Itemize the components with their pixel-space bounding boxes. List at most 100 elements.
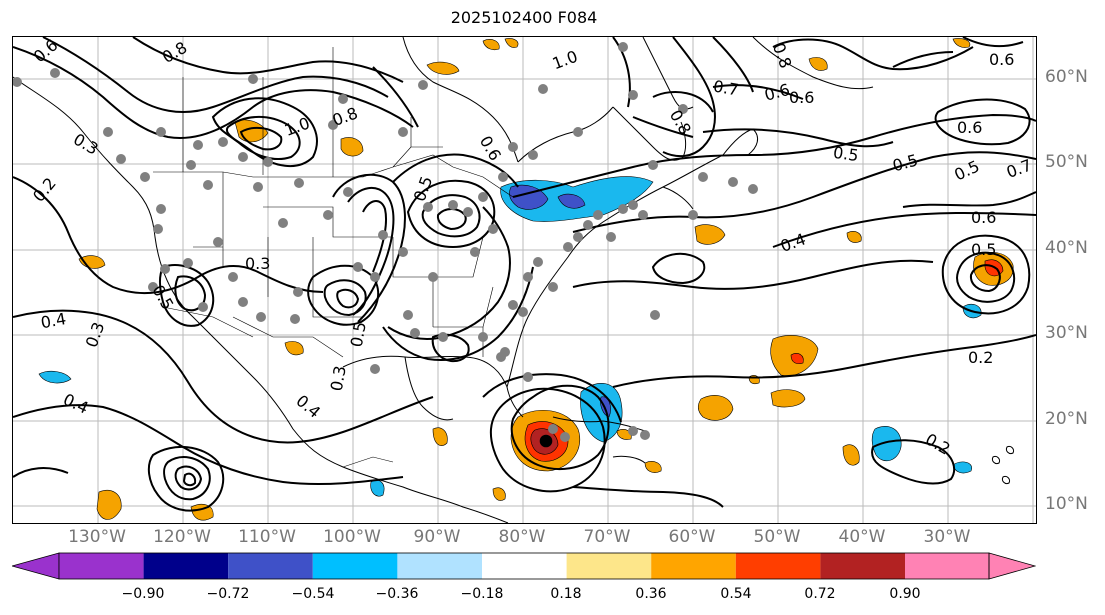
colorbar-tick: −0.72 (206, 586, 250, 602)
hurricane-eye (539, 434, 553, 448)
positive-central-america (432, 427, 448, 446)
contour-label: 1.0 (550, 47, 580, 74)
contour-label: 0.6 (989, 50, 1014, 69)
positive-pacific-5 (190, 504, 214, 521)
positive-mid-atlantic-4 (842, 444, 860, 466)
contour-label: 0.4 (39, 309, 67, 332)
colorbar-bin (820, 553, 905, 579)
contour-label: 0.2 (968, 348, 993, 367)
colorbar-bin (143, 553, 229, 579)
contour-label: 0.6 (957, 118, 982, 137)
colorbar-bin (566, 553, 652, 579)
contour-label: 0.8 (666, 106, 695, 138)
positive-canada-1 (426, 61, 460, 75)
colorbar-bin (735, 553, 821, 579)
map-panel: 0.6 0.8 1.0 0.8 0.6 0.7 0.6 0.6 0.5 0.5 … (12, 36, 1037, 524)
colorbar-tick: −0.18 (460, 586, 504, 602)
lon-label: 90°W (413, 527, 461, 547)
contour-label: 0.4 (778, 229, 808, 256)
colorbar-bin (312, 553, 398, 579)
negative-gulf (38, 370, 72, 384)
colorbar-tick: 0.18 (550, 586, 582, 602)
contour-label: 0.3 (70, 129, 102, 158)
positive-canada-5 (952, 38, 971, 48)
colorbar (12, 552, 1036, 580)
contour-label: 0.5 (410, 174, 437, 204)
positive-car-3 (644, 461, 662, 473)
contour-label: 0.6 (789, 88, 814, 107)
negative-yucatan (370, 479, 385, 497)
contour-label: 0.3 (245, 254, 270, 273)
colorbar-extend-low (12, 552, 60, 580)
shaded-anomalies (38, 38, 1014, 521)
lon-label: 120°W (153, 527, 211, 547)
positive-car-2 (492, 487, 506, 501)
positive-pacific-2 (340, 137, 364, 157)
contour-label: 0.5 (951, 156, 982, 184)
contour-label: 0.3 (82, 320, 109, 350)
contour-label: 0.7 (712, 76, 740, 99)
lon-label: 70°W (583, 527, 631, 547)
colorbar-bin (59, 553, 144, 579)
contour-label: 0.5 (971, 240, 996, 259)
contour-label: 0.4 (60, 390, 91, 418)
lon-label: 60°W (668, 527, 716, 547)
colorbar-tick: −0.90 (121, 586, 165, 602)
lon-label: 100°W (323, 527, 381, 547)
lon-label: 80°W (498, 527, 546, 547)
contour-label: 0.5 (832, 143, 860, 165)
positive-mid-atlantic-3 (770, 389, 806, 408)
lon-label: 50°W (753, 527, 801, 547)
colorbar-tick: 0.54 (720, 586, 752, 602)
positive-canada-2 (482, 39, 500, 51)
contour-label: 0.5 (347, 320, 370, 348)
lon-label: 40°W (838, 527, 886, 547)
colorbar-bin (397, 553, 482, 579)
contour-label: 0.6 (971, 208, 996, 227)
station-markers (13, 42, 758, 442)
lat-label: 20°N (1045, 409, 1088, 429)
colorbar-tick: −0.54 (291, 586, 335, 602)
colorbar-extend-high (988, 552, 1036, 580)
lon-label: 110°W (238, 527, 296, 547)
map-canvas: 0.6 0.8 1.0 0.8 0.6 0.7 0.6 0.6 0.5 0.5 … (13, 37, 1036, 523)
positive-car-4 (616, 429, 632, 440)
colorbar-bin (651, 553, 736, 579)
positive-mid-atlantic-6 (846, 231, 862, 243)
contour-label: 0.8 (330, 103, 360, 130)
colorbar-tick: 0.90 (889, 586, 921, 602)
plot-title: 2025102400 F084 (450, 8, 598, 27)
negative-core-2 (557, 193, 586, 209)
positive-mid-atlantic-5 (694, 224, 726, 245)
lon-label: 30°W (923, 527, 971, 547)
lat-label: 60°N (1045, 67, 1088, 87)
colorbar-tick: −0.36 (375, 586, 419, 602)
positive-pacific-4 (96, 489, 122, 520)
contour-label: 0.2 (29, 174, 60, 206)
contour-label: 0.3 (327, 364, 350, 392)
lat-label: 30°N (1045, 323, 1088, 343)
contour-labels: 0.6 0.8 1.0 0.8 0.6 0.7 0.6 0.6 0.5 0.5 … (29, 37, 1034, 459)
positive-canada-4 (808, 57, 828, 71)
contour-label: 0.7 (1004, 155, 1034, 182)
contour-label: 0.6 (30, 37, 62, 66)
contour-label: 0.6 (762, 80, 792, 105)
contour-lines (13, 37, 1036, 512)
lat-label: 40°N (1045, 238, 1088, 258)
positive-canada-3 (504, 38, 519, 48)
colorbar-bin (482, 553, 567, 579)
positive-mexico (284, 341, 304, 356)
negative-caribbean (580, 383, 623, 443)
negative-atlantic-1 (871, 426, 902, 462)
positive-mid-atlantic-1-core (790, 353, 804, 365)
contour-label: 0.4 (292, 391, 324, 422)
lon-label: 130°W (68, 527, 126, 547)
colorbar-bin (905, 553, 989, 579)
colorbar-tick: 0.36 (635, 586, 667, 602)
positive-mid-atlantic-2 (697, 395, 734, 421)
lat-label: 50°N (1045, 152, 1088, 172)
lat-label: 10°N (1045, 494, 1088, 514)
positive-pacific-3 (78, 255, 106, 269)
negative-atlantic-2 (952, 461, 972, 474)
contour-label: 0.5 (890, 150, 920, 175)
